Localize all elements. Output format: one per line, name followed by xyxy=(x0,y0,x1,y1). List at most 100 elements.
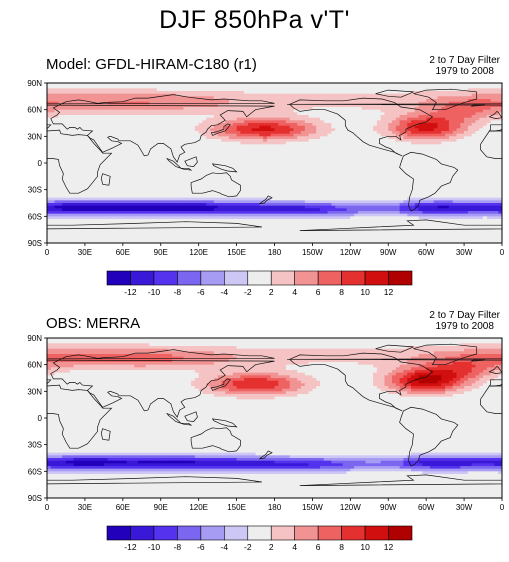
field-cell xyxy=(130,93,135,97)
field-cell xyxy=(266,155,272,159)
field-cell xyxy=(471,107,476,111)
field-cell xyxy=(460,107,465,111)
field-cell xyxy=(494,149,499,153)
field-cell xyxy=(475,99,480,103)
field-cell xyxy=(392,157,397,161)
field-cell xyxy=(498,163,502,167)
field-cell xyxy=(323,93,328,97)
field-cell xyxy=(100,91,105,95)
field-cell xyxy=(354,133,359,137)
field-cell xyxy=(301,192,306,196)
field-cell xyxy=(115,168,120,172)
field-cell xyxy=(357,131,363,135)
field-cell xyxy=(54,88,59,92)
field-cell xyxy=(138,123,143,127)
field-cell xyxy=(316,96,321,100)
field-cell xyxy=(308,131,313,135)
field-cell xyxy=(357,120,363,124)
field-cell xyxy=(126,117,131,121)
field-cell xyxy=(498,152,502,156)
field-cell xyxy=(58,157,63,161)
field-cell xyxy=(141,123,146,127)
field-cell xyxy=(361,139,366,143)
field-cell xyxy=(441,109,446,113)
field-cell xyxy=(365,104,370,108)
field-cell xyxy=(88,120,93,124)
field-cell xyxy=(58,128,63,132)
field-cell xyxy=(445,123,450,127)
field-cell xyxy=(486,157,492,161)
field-cell xyxy=(213,155,219,159)
field-cell xyxy=(255,115,260,119)
field-cell xyxy=(380,85,385,89)
field-cell xyxy=(388,109,393,113)
field-cell xyxy=(486,117,492,121)
field-cell xyxy=(388,107,393,111)
field-cell xyxy=(111,149,116,153)
field-cell xyxy=(225,96,230,100)
field-cell xyxy=(278,99,283,103)
field-cell xyxy=(138,85,143,89)
field-cell xyxy=(153,120,158,124)
field-cell xyxy=(210,117,215,121)
field-cell xyxy=(471,131,476,135)
field-cell xyxy=(475,144,480,148)
field-cell xyxy=(365,123,370,127)
field-cell xyxy=(130,171,135,175)
field-cell xyxy=(255,149,260,153)
field-cell xyxy=(411,85,416,89)
field-cell xyxy=(486,104,492,108)
field-cell xyxy=(145,123,150,127)
field-cell xyxy=(483,99,488,103)
field-cell xyxy=(376,128,382,132)
field-cell xyxy=(448,93,454,97)
field-cell xyxy=(498,96,502,100)
field-cell xyxy=(384,149,389,153)
field-cell xyxy=(92,160,97,164)
field-cell xyxy=(282,136,287,140)
field-cell xyxy=(149,192,154,196)
field-cell xyxy=(354,160,359,164)
field-cell xyxy=(179,117,184,121)
field-cell xyxy=(187,189,192,193)
field-cell xyxy=(145,181,150,185)
field-cell xyxy=(395,157,401,161)
field-cell xyxy=(490,173,495,177)
field-cell xyxy=(418,184,423,188)
field-cell xyxy=(54,109,59,113)
field-cell xyxy=(160,117,165,121)
field-cell xyxy=(232,93,237,97)
field-cell xyxy=(467,165,473,169)
field-cell xyxy=(312,112,317,116)
field-cell xyxy=(126,125,131,129)
field-cell xyxy=(119,181,124,185)
field-cell xyxy=(399,147,404,151)
field-cell xyxy=(111,131,116,135)
field-cell xyxy=(323,165,328,169)
field-cell xyxy=(498,107,502,111)
field-cell xyxy=(77,189,82,193)
field-cell xyxy=(448,83,454,87)
field-cell xyxy=(175,85,181,89)
field-cell xyxy=(467,155,473,159)
field-cell xyxy=(301,173,306,177)
field-cell xyxy=(164,165,169,169)
field-cell xyxy=(122,155,128,159)
field-cell xyxy=(445,160,450,164)
field-cell xyxy=(270,117,275,121)
field-cell xyxy=(335,91,340,95)
field-cell xyxy=(229,93,234,97)
field-cell xyxy=(335,125,340,129)
field-cell xyxy=(206,173,211,177)
field-cell xyxy=(312,168,317,172)
field-cell xyxy=(399,155,404,159)
field-cell xyxy=(65,136,71,140)
field-cell xyxy=(285,107,291,111)
field-cell xyxy=(47,173,52,177)
field-cell xyxy=(153,131,158,135)
field-cell xyxy=(486,141,492,145)
field-cell xyxy=(441,173,446,177)
field-cell xyxy=(433,120,438,124)
field-cell xyxy=(236,155,241,159)
field-cell xyxy=(221,192,226,196)
